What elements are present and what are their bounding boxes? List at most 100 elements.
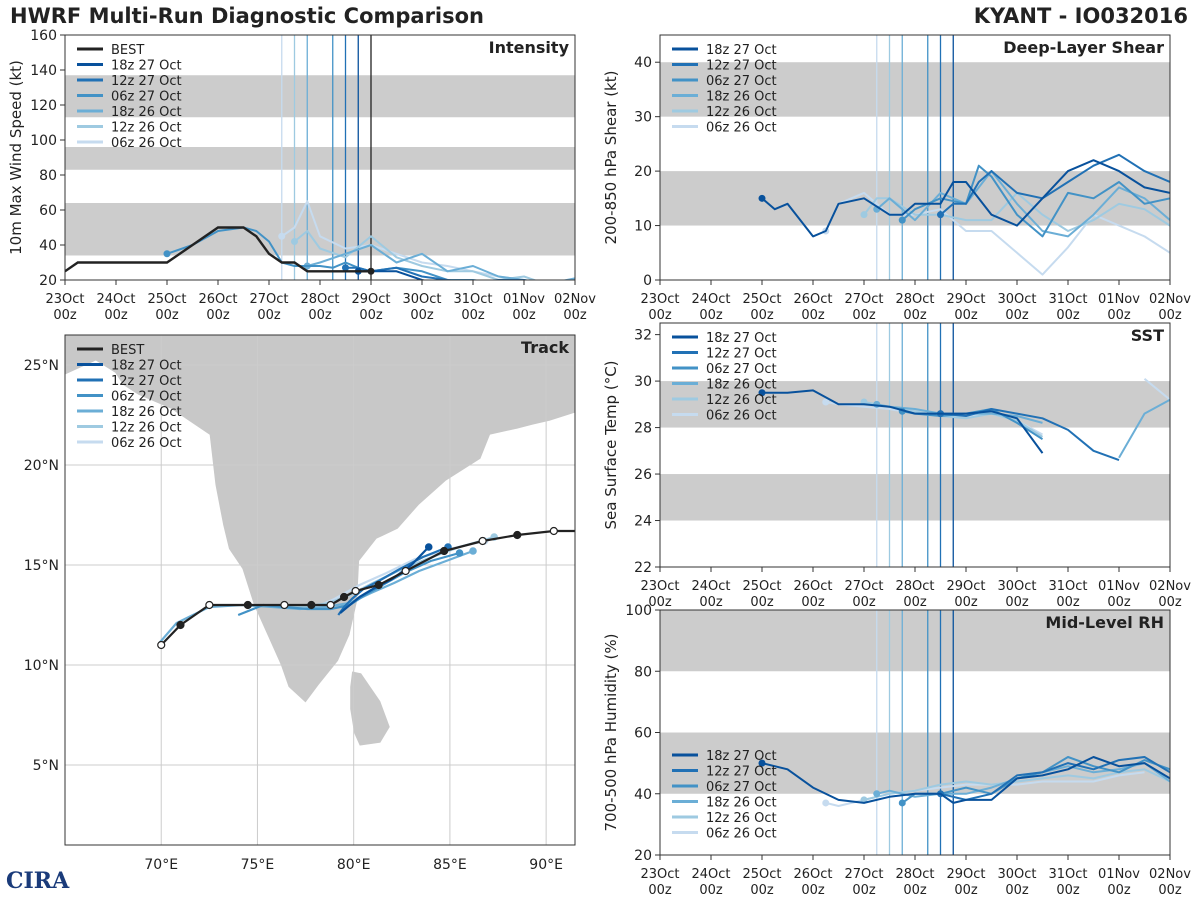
x-tick-label: 23Oct [640, 292, 679, 307]
legend-label: 12z 26 Oct [111, 121, 182, 136]
x-tick-label: 00z [903, 595, 927, 610]
legend-label: 18z 27 Oct [111, 59, 182, 74]
x-tick-label: 01Nov [1098, 579, 1140, 594]
y-tick-label: 24 [634, 514, 652, 530]
legend-label: 12z 27 Oct [706, 59, 777, 74]
best-track-point [374, 580, 383, 590]
y-tick-label: 40 [634, 787, 652, 803]
series-line [940, 408, 1170, 462]
x-tick-label: 29Oct [946, 579, 985, 594]
x-tick-label: 00z [954, 883, 978, 898]
x-tick-label: 00z [903, 883, 927, 898]
x-tick-label: 00z [801, 883, 825, 898]
x-tick-label: 00z [852, 308, 876, 323]
x-tick-label: 00z [104, 308, 128, 323]
x-tick-label: 00z [1158, 595, 1182, 610]
legend-label: BEST [111, 343, 144, 358]
best-track-point [440, 546, 449, 556]
y-tick-label: 160 [30, 28, 57, 44]
x-tick-label: 28Oct [895, 867, 934, 882]
panel-intensity: 2040608010012014016023Oct00z24Oct00z25Oc… [7, 28, 596, 323]
x-tick-label: 29Oct [946, 292, 985, 307]
x-tick-label: 27Oct [844, 579, 883, 594]
x-tick-label: 00z [257, 308, 281, 323]
x-tick-label: 01Nov [503, 292, 545, 307]
x-tick-label: 31Oct [1048, 867, 1087, 882]
x-tick-label: 00z [648, 595, 672, 610]
plot-area [65, 35, 575, 280]
legend-label: 12z 26 Oct [706, 105, 777, 120]
india-landmass [65, 335, 575, 704]
track-line [337, 545, 449, 616]
x-tick-label: 26Oct [198, 292, 237, 307]
legend-label: 06z 27 Oct [706, 780, 777, 795]
x-tick-label: 00z [461, 308, 485, 323]
legend-label: 18z 26 Oct [111, 405, 182, 420]
x-tick-label: 28Oct [895, 579, 934, 594]
y-tick-label: 120 [30, 98, 57, 114]
x-tick-label: 00z [1005, 595, 1029, 610]
x-tick-label: 29Oct [351, 292, 390, 307]
x-tick-label: 00z [512, 308, 536, 323]
x-tick-label: 02Nov [1149, 292, 1191, 307]
best-track-point [307, 600, 316, 610]
series-line [345, 266, 529, 280]
shaded-band [65, 147, 575, 170]
lat-label: 5°N [33, 758, 59, 774]
legend-label: 18z 27 Oct [706, 749, 777, 764]
x-tick-label: 00z [359, 308, 383, 323]
x-tick-label: 24Oct [96, 292, 135, 307]
best-track-point [243, 600, 252, 610]
best-track-line [65, 226, 371, 273]
y-tick-label: 20 [39, 273, 57, 289]
legend-label: 12z 26 Oct [111, 421, 182, 436]
y-axis-label: 200-850 hPa Shear (kt) [602, 71, 620, 245]
series-line [761, 756, 1170, 804]
x-tick-label: 00z [954, 308, 978, 323]
x-tick-label: 26Oct [793, 867, 832, 882]
y-tick-label: 32 [634, 328, 652, 344]
x-tick-label: 29Oct [946, 867, 985, 882]
legend-label: 06z 26 Oct [706, 409, 777, 424]
series-start-marker [758, 194, 766, 202]
legend-label: 06z 26 Oct [706, 121, 777, 136]
x-tick-label: 31Oct [1048, 579, 1087, 594]
x-tick-label: 02Nov [554, 292, 596, 307]
panel-sst: 22242628303223Oct00z24Oct00z25Oct00z26Oc… [602, 322, 1191, 610]
track-start-marker [424, 543, 433, 551]
series-start-marker [163, 250, 171, 258]
plot-area [660, 323, 1170, 567]
series-line [863, 768, 1170, 801]
panel-title: Mid-Level RH [1045, 613, 1164, 632]
lon-label: 70°E [144, 857, 178, 873]
x-tick-label: 31Oct [453, 292, 492, 307]
cira-logo: CIRA [6, 868, 70, 894]
panel-title: Track [521, 338, 569, 357]
x-tick-label: 00z [1107, 883, 1131, 898]
shaded-band [660, 474, 1170, 521]
y-tick-label: 26 [634, 467, 652, 483]
legend-label: 06z 26 Oct [111, 436, 182, 451]
legend-label: 12z 26 Oct [706, 393, 777, 408]
series-start-marker [860, 211, 868, 219]
series-start-marker [291, 238, 298, 245]
x-tick-label: 24Oct [691, 292, 730, 307]
figure-title: HWRF Multi-Run Diagnostic Comparison [10, 4, 485, 28]
x-tick-label: 00z [1005, 308, 1029, 323]
series-start-marker [822, 799, 830, 807]
plot-area [660, 35, 1170, 280]
sri-lanka-landmass [349, 670, 391, 747]
x-tick-label: 00z [563, 308, 587, 323]
panel-track: 70°E 75°E 80°E 85°E 90°E 5°N 10°N 15°N 20°N 25°N T… [24, 334, 576, 873]
x-tick-label: 26Oct [793, 292, 832, 307]
legend-label: 12z 27 Oct [111, 74, 182, 89]
panel-title: SST [1131, 326, 1164, 345]
track-start-marker [469, 547, 477, 555]
x-tick-label: 24Oct [691, 867, 730, 882]
x-tick-label: 00z [648, 883, 672, 898]
best-track-point [280, 600, 289, 610]
x-tick-label: 00z [410, 308, 434, 323]
